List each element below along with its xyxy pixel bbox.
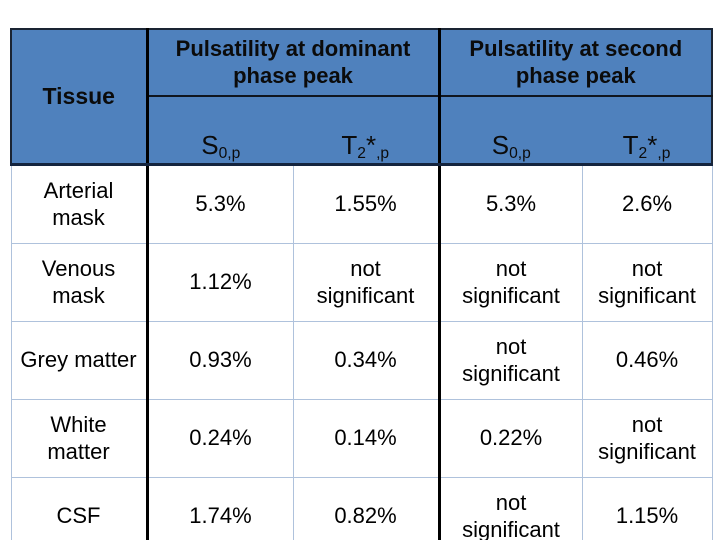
value-cell: 0.22% (439, 399, 583, 478)
value-cell: not significant (439, 477, 583, 540)
s0p-symbol: S0,p (201, 130, 241, 163)
table-row-grey-matter: Grey matter 0.93% 0.34% not significant … (10, 321, 713, 400)
tissue-label: Arterial mask (10, 164, 149, 244)
tissue-column-header: Tissue (10, 28, 149, 166)
subheader-s0p-second: S0,p (439, 96, 583, 166)
value-cell: 1.15% (582, 477, 713, 540)
table-row-white-matter: White matter 0.24% 0.14% 0.22% not signi… (10, 399, 713, 478)
subheader-t2p-second: T2*,p (582, 96, 714, 166)
t2star-symbol: T2*,p (341, 130, 390, 163)
value-cell: 1.55% (293, 164, 441, 244)
tissue-label: CSF (10, 477, 149, 540)
table-row-csf: CSF 1.74% 0.82% not significant 1.15% (10, 477, 713, 540)
subheader-t2p-dominant: T2*,p (293, 96, 441, 166)
value-cell: 0.14% (293, 399, 441, 478)
value-cell: 0.46% (582, 321, 713, 400)
value-cell: 2.6% (582, 164, 713, 244)
value-cell: not significant (293, 243, 441, 322)
table-row-arterial-mask: Arterial mask 5.3% 1.55% 5.3% 2.6% (10, 164, 713, 244)
table-row-venous-mask: Venous mask 1.12% not significant not si… (10, 243, 713, 322)
tissue-label: Venous mask (10, 243, 149, 322)
value-cell: 0.82% (293, 477, 441, 540)
value-cell: not significant (439, 321, 583, 400)
value-cell: 0.93% (147, 321, 294, 400)
header-row-subcolumns: S0,p T2*,p S0,p T2*,p (11, 96, 714, 166)
tissue-label: White matter (10, 399, 149, 478)
value-cell: 5.3% (439, 164, 583, 244)
value-cell: not significant (582, 399, 713, 478)
value-cell: not significant (439, 243, 583, 322)
group-header-dominant-phase: Pulsatility at dominant phase peak (147, 28, 441, 97)
value-cell: 1.12% (147, 243, 294, 322)
t2star-symbol: T2*,p (622, 130, 671, 163)
value-cell: 5.3% (147, 164, 294, 244)
results-table: Tissue Pulsatility at dominant phase pea… (10, 28, 714, 540)
value-cell: 0.34% (293, 321, 441, 400)
subheader-s0p-dominant: S0,p (147, 96, 293, 166)
group-header-second-phase: Pulsatility at second phase peak (439, 28, 714, 97)
value-cell: 0.24% (147, 399, 294, 478)
header-row-groups: Tissue Pulsatility at dominant phase pea… (10, 28, 714, 166)
s0p-symbol: S0,p (491, 130, 531, 163)
value-cell: 1.74% (147, 477, 294, 540)
tissue-label: Grey matter (10, 321, 149, 400)
value-cell: not significant (582, 243, 713, 322)
